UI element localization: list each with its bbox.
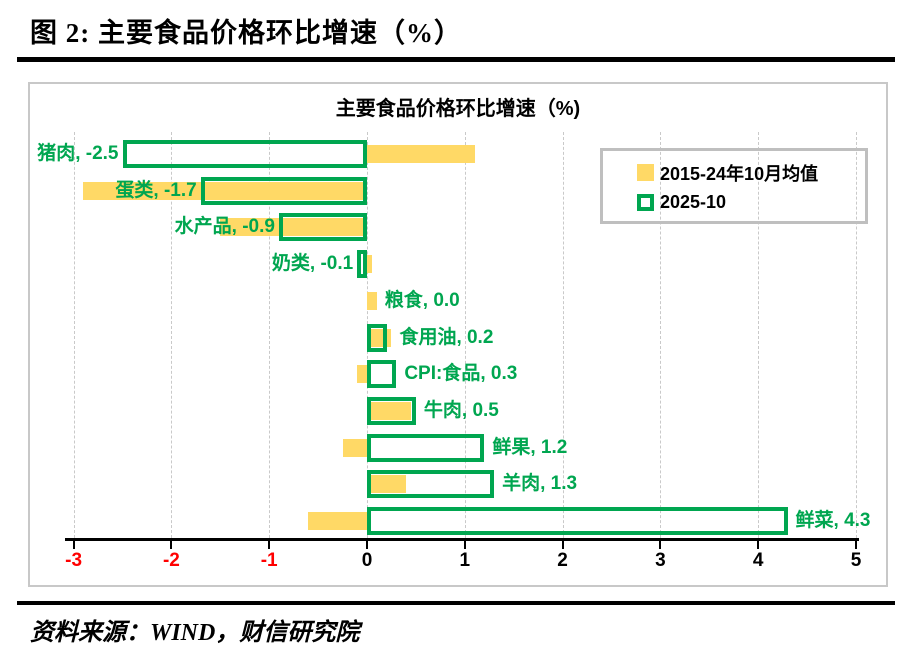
chart-title: 主要食品价格环比增速（%) — [335, 98, 581, 120]
bar-current-3 — [357, 250, 367, 279]
chart-legend: 2015-24年10月均值 2025-10 — [600, 148, 868, 224]
bar-data-label: 粮食, 0.0 — [384, 289, 460, 311]
bar-average-8 — [342, 438, 367, 457]
plot-area: -3 -2 -1 0 1 2 3 4 5 猪肉, -2.5 蛋类, -1.7 水产品, -0.9 奶类,… — [30, 84, 886, 585]
bar-current-1 — [200, 176, 367, 205]
legend-item-average: 2015-24年10月均值 — [637, 160, 865, 186]
axis-tick — [561, 538, 564, 549]
bar-data-label: 食用油, 0.2 — [399, 326, 494, 348]
x-tick-label: 5 — [850, 550, 862, 571]
axis-tick — [268, 538, 271, 549]
bar-average-0 — [367, 145, 475, 163]
bar-average-10 — [308, 512, 367, 530]
axis-tick — [659, 538, 662, 549]
bar-average-7 — [367, 401, 411, 420]
bar-current-9 — [367, 470, 495, 499]
gridline — [269, 132, 271, 538]
bar-average-4 — [367, 291, 377, 310]
x-tick-label: -3 — [65, 550, 83, 571]
bar-average-3 — [367, 255, 372, 274]
figure-title: 图 2: 主要食品价格环比增速（%） — [30, 18, 462, 48]
axis-tick — [757, 538, 760, 549]
bar-current-2 — [278, 213, 367, 242]
bar-data-label: CPI:食品, 0.3 — [404, 363, 518, 385]
legend-swatch-outline-icon — [637, 193, 654, 211]
bar-data-label: 奶类, -0.1 — [271, 253, 354, 275]
bar-current-8 — [367, 433, 485, 462]
bar-data-label: 水产品, -0.9 — [174, 216, 275, 238]
bar-data-label: 羊肉, 1.3 — [502, 473, 578, 495]
title-divider — [17, 57, 895, 62]
footer-divider — [17, 601, 895, 605]
gridline — [856, 132, 857, 538]
bar-current-10 — [367, 507, 788, 535]
bar-data-label: 鲜菜, 4.3 — [795, 510, 871, 531]
x-tick-label: 3 — [655, 550, 666, 571]
gridline — [562, 132, 564, 538]
x-tick-label: 1 — [459, 550, 471, 571]
bar-current-6 — [367, 360, 397, 389]
legend-label: 2025-10 — [660, 191, 727, 212]
gridline — [464, 132, 466, 538]
bar-data-label: 蛋类, -1.7 — [115, 179, 197, 201]
gridline — [73, 132, 75, 538]
bar-average-1 — [83, 181, 367, 200]
x-tick-label: 2 — [557, 550, 568, 571]
axis-tick — [72, 538, 75, 549]
bar-current-5 — [367, 323, 387, 352]
bar-current-0 — [122, 140, 367, 168]
bar-average-2 — [220, 218, 367, 237]
legend-item-current: 2025-10 — [637, 192, 865, 213]
source-note: 资料来源：WIND，财信研究院 — [30, 620, 360, 646]
bar-data-label: 牛肉, 0.5 — [423, 399, 499, 421]
x-tick-label: -2 — [162, 550, 180, 571]
x-axis-line — [65, 538, 859, 541]
bar-average-6 — [357, 365, 367, 384]
legend-label: 2015-24年10月均值 — [660, 163, 819, 184]
x-tick-label: 4 — [752, 550, 764, 571]
x-tick-label: -1 — [260, 550, 278, 571]
axis-tick — [463, 538, 466, 549]
bar-average-9 — [367, 475, 407, 494]
axis-tick — [366, 538, 368, 549]
bar-current-7 — [367, 396, 416, 425]
gridline — [171, 132, 173, 538]
bar-data-label: 猪肉, -2.5 — [37, 143, 119, 164]
axis-tick — [170, 538, 173, 549]
bar-data-label: 鲜果, 1.2 — [492, 436, 568, 458]
gridline — [660, 132, 662, 538]
chart-area: 主要食品价格环比增速（%) -3 -2 -1 0 1 2 3 4 5 猪肉, -2.5 蛋类, -1… — [28, 82, 888, 587]
legend-swatch-filled-icon — [637, 164, 654, 181]
gridline — [758, 132, 760, 538]
axis-tick — [855, 538, 857, 549]
x-tick-label: 0 — [361, 550, 373, 571]
